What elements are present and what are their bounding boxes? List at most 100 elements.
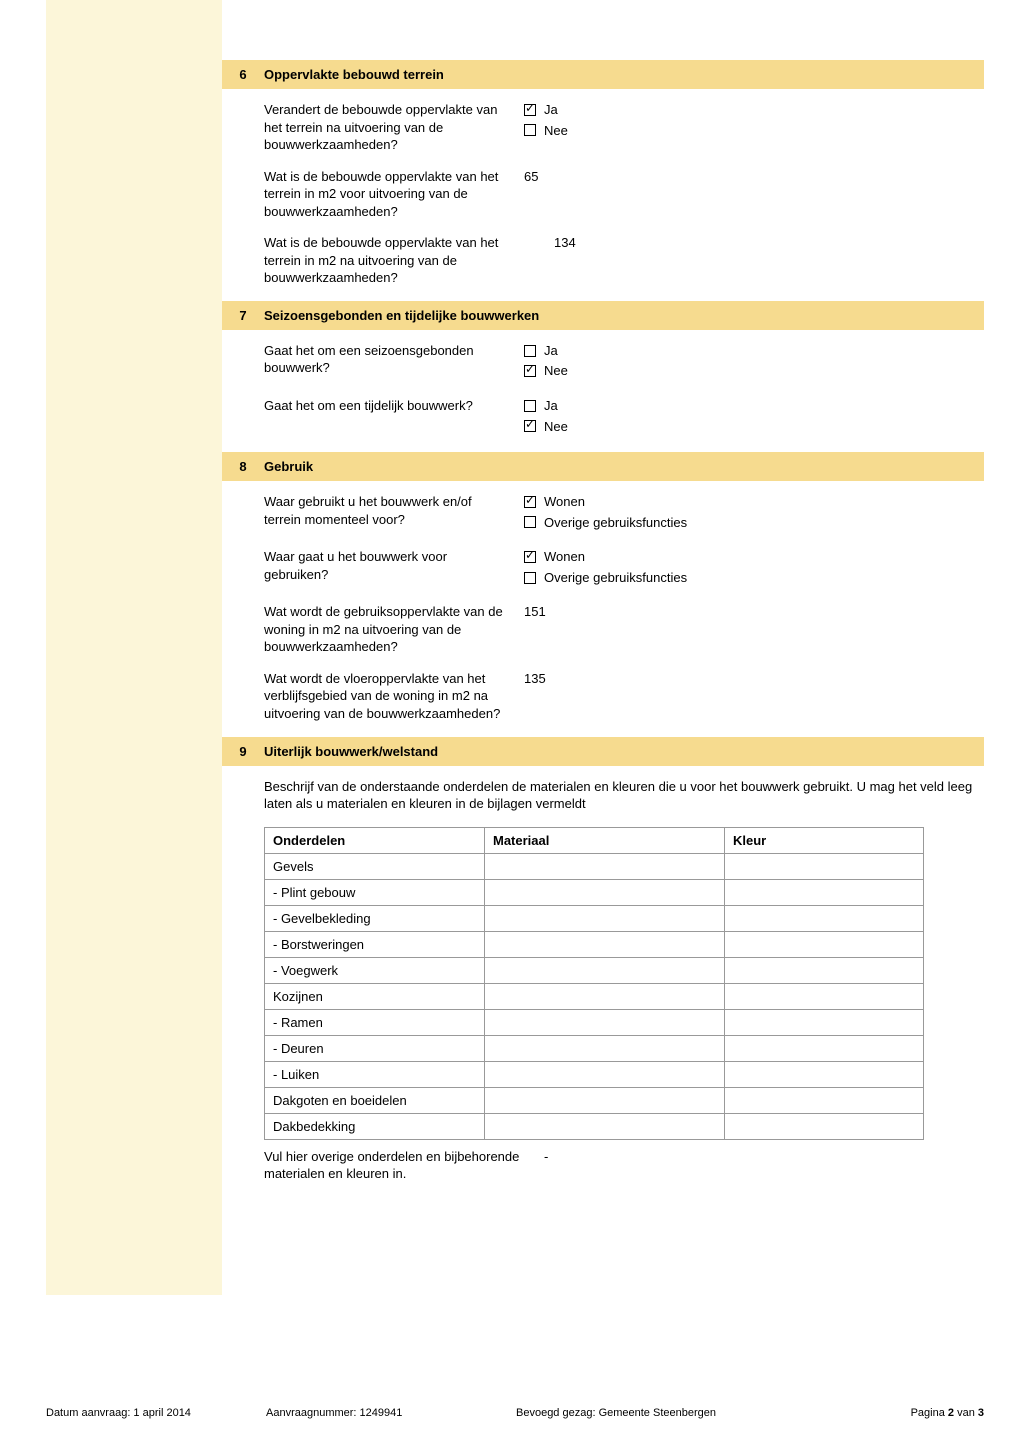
checkbox-overig[interactable]: [524, 516, 536, 528]
cell-onderdeel: - Voegwerk: [265, 957, 485, 983]
checkbox-wonen[interactable]: [524, 496, 536, 508]
section-7-number: 7: [222, 308, 264, 323]
cell-materiaal[interactable]: [485, 957, 725, 983]
s8-q1-overig-line: Overige gebruiksfuncties: [524, 514, 984, 532]
cell-materiaal[interactable]: [485, 1009, 725, 1035]
cell-kleur[interactable]: [725, 879, 924, 905]
table-row: - Plint gebouw: [265, 879, 924, 905]
cell-kleur[interactable]: [725, 931, 924, 957]
s6-q1-label: Verandert de bebouwde oppervlakte van he…: [264, 101, 524, 154]
cell-onderdeel: - Plint gebouw: [265, 879, 485, 905]
checkbox-ja[interactable]: [524, 104, 536, 116]
checkbox-nee[interactable]: [524, 124, 536, 136]
section-6-number: 6: [222, 67, 264, 82]
section-8-title: Gebruik: [264, 459, 313, 474]
checkbox-nee[interactable]: [524, 365, 536, 377]
cell-materiaal[interactable]: [485, 879, 725, 905]
cell-kleur[interactable]: [725, 1009, 924, 1035]
cell-onderdeel: Kozijnen: [265, 983, 485, 1009]
section-9-header: 9 Uiterlijk bouwwerk/welstand: [222, 737, 984, 766]
s8-q2-answer: Wonen Overige gebruiksfuncties: [524, 548, 984, 589]
cell-materiaal[interactable]: [485, 1087, 725, 1113]
s8-q2-overig-line: Overige gebruiksfuncties: [524, 569, 984, 587]
cell-kleur[interactable]: [725, 905, 924, 931]
section-9-number: 9: [222, 744, 264, 759]
footer-datum: Datum aanvraag: 1 april 2014: [46, 1407, 266, 1419]
cell-materiaal[interactable]: [485, 983, 725, 1009]
s7-q2-answer: Ja Nee: [524, 397, 984, 438]
table-row: - Deuren: [265, 1035, 924, 1061]
s6-q3-value: 134: [554, 234, 984, 287]
s6-q1-ja-label: Ja: [544, 101, 558, 119]
cell-kleur[interactable]: [725, 853, 924, 879]
pagina-pre: Pagina: [911, 1407, 948, 1419]
checkbox-ja[interactable]: [524, 400, 536, 412]
table-row: - Borstweringen: [265, 931, 924, 957]
s8-q4-value: 135: [524, 670, 984, 723]
s7-q2-ja-line: Ja: [524, 397, 984, 415]
s8-q1-wonen-line: Wonen: [524, 493, 984, 511]
cell-materiaal[interactable]: [485, 1035, 725, 1061]
s7-q2-nee-line: Nee: [524, 418, 984, 436]
col-materiaal: Materiaal: [485, 827, 725, 853]
footer-aanvraag: Aanvraagnummer: 1249941: [266, 1407, 516, 1419]
cell-materiaal[interactable]: [485, 853, 725, 879]
table-row: Gevels: [265, 853, 924, 879]
page-footer: Datum aanvraag: 1 april 2014 Aanvraagnum…: [46, 1407, 984, 1419]
checkbox-wonen[interactable]: [524, 551, 536, 563]
s7-q2-row: Gaat het om een tijdelijk bouwwerk? Ja N…: [222, 397, 984, 438]
s8-q2-overig-label: Overige gebruiksfuncties: [544, 569, 687, 587]
s6-q1-ja-line: Ja: [524, 101, 984, 119]
cell-kleur[interactable]: [725, 983, 924, 1009]
s8-q3-label: Wat wordt de gebruiksoppervlakte van de …: [264, 603, 524, 656]
cell-onderdeel: Gevels: [265, 853, 485, 879]
table-row: Dakgoten en boeidelen: [265, 1087, 924, 1113]
checkbox-overig[interactable]: [524, 572, 536, 584]
cell-onderdeel: Dakgoten en boeidelen: [265, 1087, 485, 1113]
section-6-title: Oppervlakte bebouwd terrein: [264, 67, 444, 82]
cell-onderdeel: - Ramen: [265, 1009, 485, 1035]
s6-q1-row: Verandert de bebouwde oppervlakte van he…: [222, 101, 984, 154]
content-area: 6 Oppervlakte bebouwd terrein Verandert …: [222, 0, 1024, 1183]
s7-q2-label: Gaat het om een tijdelijk bouwwerk?: [264, 397, 524, 438]
s6-q1-nee-label: Nee: [544, 122, 568, 140]
table-header-row: Onderdelen Materiaal Kleur: [265, 827, 924, 853]
cell-onderdeel: - Borstweringen: [265, 931, 485, 957]
cell-kleur[interactable]: [725, 957, 924, 983]
cell-onderdeel: - Deuren: [265, 1035, 485, 1061]
cell-onderdeel: Dakbedekking: [265, 1113, 485, 1139]
s8-q2-label: Waar gaat u het bouwwerk voor gebruiken?: [264, 548, 524, 589]
cell-onderdeel: - Luiken: [265, 1061, 485, 1087]
footer-pagina: Pagina 2 van 3: [911, 1407, 984, 1419]
cell-materiaal[interactable]: [485, 1061, 725, 1087]
table-row: Dakbedekking: [265, 1113, 924, 1139]
s7-q1-ja-label: Ja: [544, 342, 558, 360]
s6-q2-row: Wat is de bebouwde oppervlakte van het t…: [222, 168, 984, 221]
cell-kleur[interactable]: [725, 1113, 924, 1139]
section-9-title: Uiterlijk bouwwerk/welstand: [264, 744, 438, 759]
checkbox-ja[interactable]: [524, 345, 536, 357]
s6-q1-answer: Ja Nee: [524, 101, 984, 154]
col-onderdelen: Onderdelen: [265, 827, 485, 853]
s8-q1-wonen-label: Wonen: [544, 493, 585, 511]
sidebar-band: [46, 0, 222, 1295]
s8-q2-wonen-label: Wonen: [544, 548, 585, 566]
checkbox-nee[interactable]: [524, 420, 536, 432]
cell-materiaal[interactable]: [485, 931, 725, 957]
cell-materiaal[interactable]: [485, 1113, 725, 1139]
table-row: - Luiken: [265, 1061, 924, 1087]
cell-kleur[interactable]: [725, 1087, 924, 1113]
pagina-total: 3: [978, 1407, 984, 1419]
cell-materiaal[interactable]: [485, 905, 725, 931]
s8-q4-label: Wat wordt de vloeroppervlakte van het ve…: [264, 670, 524, 723]
footer-gezag: Bevoegd gezag: Gemeente Steenbergen: [516, 1407, 911, 1419]
s9-description: Beschrijf van de onderstaande onderdelen…: [222, 778, 984, 813]
s8-q1-label: Waar gebruikt u het bouwwerk en/of terre…: [264, 493, 524, 534]
cell-kleur[interactable]: [725, 1035, 924, 1061]
cell-kleur[interactable]: [725, 1061, 924, 1087]
s7-q1-ja-line: Ja: [524, 342, 984, 360]
section-6-header: 6 Oppervlakte bebouwd terrein: [222, 60, 984, 89]
s7-q2-ja-label: Ja: [544, 397, 558, 415]
table-row: - Voegwerk: [265, 957, 924, 983]
s8-q3-value: 151: [524, 603, 984, 656]
